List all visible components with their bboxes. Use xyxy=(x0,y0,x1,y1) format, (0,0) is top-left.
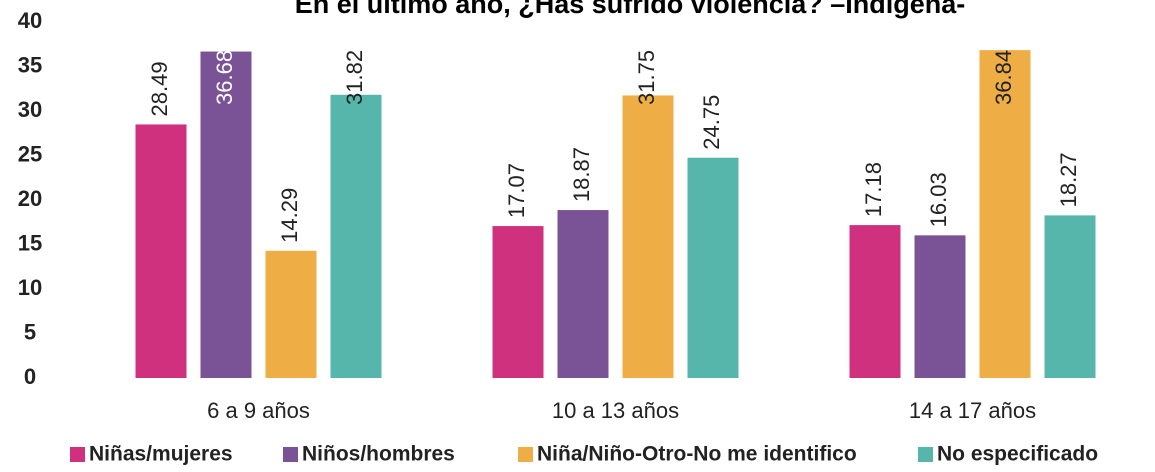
value-label: 31.82 xyxy=(342,50,367,105)
value-label: 36.84 xyxy=(991,50,1016,105)
legend-swatch xyxy=(918,447,933,462)
legend-label: No especificado xyxy=(937,443,1098,466)
value-label: 18.27 xyxy=(1056,152,1081,207)
value-label: 16.03 xyxy=(926,172,951,227)
legend-swatch xyxy=(70,447,85,462)
legend-swatch xyxy=(283,447,298,462)
bar xyxy=(687,157,739,378)
y-tick-label: 20 xyxy=(18,186,42,211)
legend-label: Niños/hombres xyxy=(302,443,455,466)
y-tick-label: 40 xyxy=(18,8,42,33)
bar xyxy=(557,210,609,378)
y-tick-label: 35 xyxy=(18,52,42,77)
value-label: 14.29 xyxy=(277,188,302,243)
chart-title: En el último año, ¿Has sufrido violencia… xyxy=(295,0,966,19)
value-label: 24.75 xyxy=(699,95,724,150)
y-tick-label: 30 xyxy=(18,97,42,122)
bar xyxy=(914,235,966,378)
value-label: 28.49 xyxy=(147,61,172,116)
bar xyxy=(979,50,1031,379)
x-tick-label: 10 a 13 años xyxy=(552,398,679,423)
y-tick-label: 15 xyxy=(18,230,42,255)
value-label: 18.87 xyxy=(569,147,594,202)
legend-label: Niñas/mujeres xyxy=(89,443,233,466)
value-label: 17.07 xyxy=(504,163,529,218)
legend-label: Niña/Niño-Otro-No me identifico xyxy=(537,443,857,466)
bar xyxy=(330,94,382,378)
value-label: 31.75 xyxy=(634,50,659,105)
y-tick-label: 5 xyxy=(24,319,36,344)
value-label: 17.18 xyxy=(861,162,886,217)
y-tick-label: 0 xyxy=(24,364,36,389)
x-tick-label: 6 a 9 años xyxy=(207,398,310,423)
bar xyxy=(200,51,252,378)
bar xyxy=(849,225,901,378)
bar xyxy=(135,124,187,379)
bar xyxy=(492,226,544,378)
y-tick-label: 10 xyxy=(18,275,42,300)
legend-swatch xyxy=(518,447,533,462)
bar xyxy=(622,95,674,379)
x-tick-label: 14 a 17 años xyxy=(909,398,1036,423)
value-label: 36.68 xyxy=(212,50,237,105)
bar xyxy=(265,250,317,378)
y-tick-label: 25 xyxy=(18,141,42,166)
bar xyxy=(1044,215,1096,378)
